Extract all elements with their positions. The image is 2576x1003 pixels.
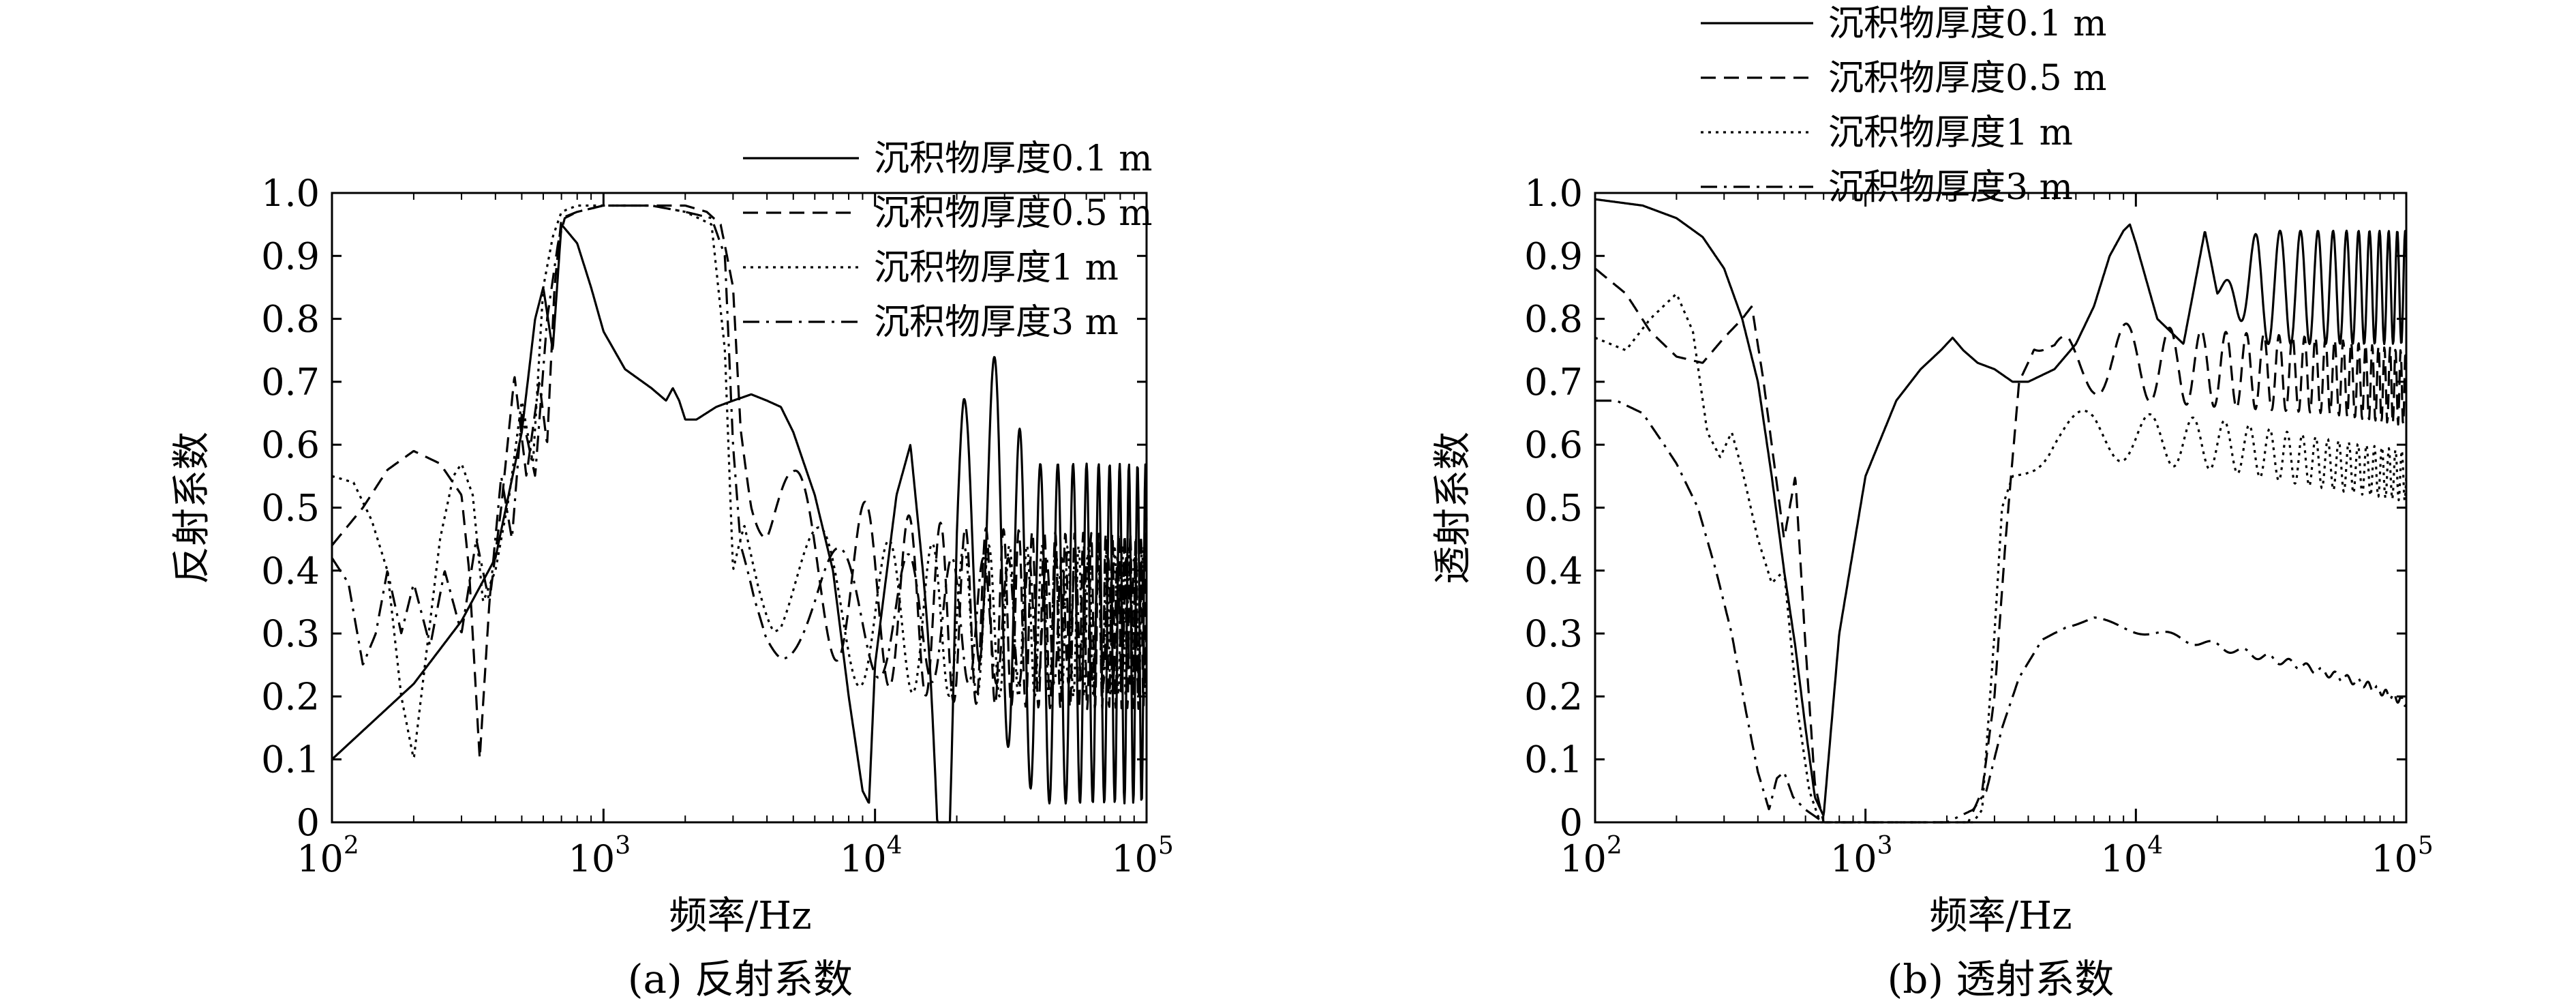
panel-b-xlabel: 频率/Hz [1929, 894, 2072, 938]
panel-b-ytick-label: 0.9 [1524, 235, 1583, 278]
panel-a-xtick-label: 103 [569, 832, 631, 880]
panel-b-ytick-label: 1.0 [1524, 172, 1583, 215]
panel-a-ytick-label: 0.1 [261, 738, 320, 781]
panel-a-ytick-label: 0 [297, 801, 320, 844]
panel-a-legend-label: 沉积物厚度0.5 m [874, 193, 1153, 234]
panel-b-ytick-label: 0.4 [1524, 550, 1583, 593]
panel-a-ytick-label: 0.2 [261, 675, 320, 718]
panel-a-ytick-label: 0.5 [261, 487, 320, 530]
panel-a-xtick-label: 102 [297, 832, 359, 880]
panel-b-ytick-label: 0.7 [1524, 361, 1583, 404]
panel-b-ytick-label: 0.1 [1524, 738, 1583, 781]
panel-b-transmission: 102 103 104 105 0 0.1 0.2 0.3 0.4 0.5 0.6 0.7 0.8 0.… [1431, 3, 2434, 1002]
panel-a-xtick-label: 105 [1111, 832, 1174, 880]
panel-b-xtick-label: 103 [1830, 832, 1893, 880]
panel-a-ytick-label: 0.9 [261, 235, 320, 278]
panel-a-ytick-label: 0.3 [261, 612, 320, 655]
panel-b-legend-label: 沉积物厚度0.1 m [1828, 3, 2107, 44]
panel-a-ylabel: 反射系数 [170, 432, 214, 584]
panel-a-xlabel: 频率/Hz [669, 894, 811, 938]
panel-b-ytick-label: 0.5 [1524, 487, 1583, 530]
panel-a-series-dashdot-line [331, 204, 1148, 685]
panel-a-ytick-label: 0.8 [261, 298, 320, 341]
panel-b-ytick-label: 0 [1560, 801, 1583, 844]
panel-b-ytick-label: 0.6 [1524, 423, 1583, 466]
panel-a-ytick-label: 0.7 [261, 361, 320, 404]
panel-b-series-solid-line [1594, 198, 2408, 817]
panel-a-legend-label: 沉积物厚度1 m [874, 248, 1119, 288]
panel-a-ytick-label: 1.0 [261, 172, 320, 215]
panel-a-series-dotted-line [331, 204, 1148, 760]
panel-b-ytick-label: 0.8 [1524, 298, 1583, 341]
panel-a-legend-label: 沉积物厚度0.1 m [874, 138, 1153, 179]
panel-b-series-dashed-line [1594, 267, 2408, 824]
panel-b-ylabel: 透射系数 [1431, 432, 1475, 584]
panel-a-ytick-label: 0.6 [261, 423, 320, 466]
panel-b-legend-label: 沉积物厚度1 m [1828, 113, 2073, 153]
panel-a-series-dashed-line [331, 204, 1148, 760]
panel-b-xtick-label: 105 [2371, 832, 2434, 880]
panel-a-ytick-label: 0.4 [261, 550, 320, 593]
panel-a-reflection: 102 103 104 105 0 0.1 0.2 0.3 0.4 0.5 0.6 0.7 0.8 0.… [170, 138, 1174, 1002]
panel-b-ytick-label: 0.3 [1524, 612, 1583, 655]
panel-b-series-dashdot-line [1594, 399, 2408, 824]
panel-b-xtick-label: 104 [2101, 832, 2164, 880]
panel-a-legend-label: 沉积物厚度3 m [874, 302, 1119, 343]
panel-b-legend-label: 沉积物厚度3 m [1828, 167, 2073, 208]
panel-b-caption: (b) 透射系数 [1888, 956, 2115, 1002]
panel-b-ytick-label: 0.2 [1524, 675, 1583, 718]
panel-b-xtick-label: 102 [1560, 832, 1622, 880]
panel-a-caption: (a) 反射系数 [628, 956, 853, 1002]
panel-a-xtick-label: 104 [840, 832, 903, 880]
panel-b-legend-label: 沉积物厚度0.5 m [1828, 58, 2107, 99]
